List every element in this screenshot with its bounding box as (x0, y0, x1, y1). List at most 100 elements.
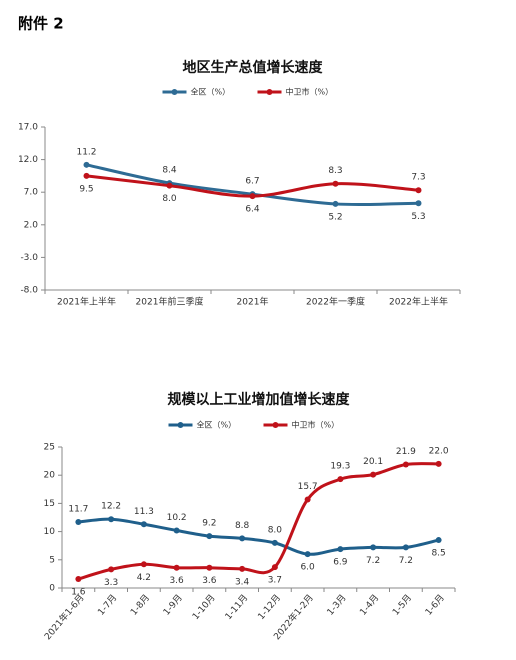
point (332, 180, 339, 187)
value-label: 20.1 (363, 457, 383, 467)
value-label: 6.0 (300, 563, 315, 573)
point (332, 200, 339, 207)
point (166, 182, 173, 189)
x-tick-label: 1-5月 (390, 592, 414, 617)
x-tick-label: 1-10月 (190, 592, 217, 622)
point (75, 575, 82, 582)
point (83, 161, 90, 168)
point (108, 566, 115, 573)
x-tick-label: 1-12月 (256, 592, 283, 622)
value-label: 11.3 (134, 507, 154, 517)
point (337, 476, 344, 483)
point (249, 193, 256, 200)
legend-marker (272, 422, 279, 428)
y-tick-label: 15 (44, 499, 55, 509)
point (75, 519, 82, 526)
chart-title: 地区生产总值增长速度 (183, 59, 324, 76)
point (206, 533, 213, 540)
point (239, 565, 246, 572)
value-label: 10.2 (167, 513, 187, 523)
value-label: 3.6 (169, 576, 184, 586)
y-tick-label: 10 (44, 527, 56, 537)
value-label: 7.3 (411, 173, 425, 183)
legend-marker (266, 89, 273, 95)
value-label: 7.2 (366, 556, 380, 566)
point (435, 537, 442, 544)
point (415, 187, 422, 194)
legend-label: 全区（%） (197, 420, 237, 430)
value-label: 6.9 (333, 558, 348, 568)
point (140, 521, 147, 528)
point (173, 564, 180, 571)
value-label: 8.4 (162, 166, 177, 176)
value-label: 6.7 (245, 177, 259, 187)
value-label: 12.2 (101, 502, 121, 512)
value-label: 15.7 (298, 482, 318, 492)
point (415, 200, 422, 207)
point (140, 561, 147, 568)
x-tick-label: 1-6月 (423, 592, 447, 617)
y-tick-label: 0 (49, 584, 55, 594)
x-tick-label: 1-3月 (325, 592, 349, 617)
x-tick-label: 2021年 (237, 296, 269, 308)
value-label: 8.5 (431, 549, 445, 559)
legend-label: 全区（%） (191, 87, 231, 97)
x-tick-label: 2022年一季度 (306, 296, 365, 308)
value-label: 8.0 (162, 194, 177, 204)
value-label: 11.2 (76, 147, 96, 157)
y-tick-label: 7.0 (24, 188, 39, 198)
value-label: 6.4 (245, 205, 260, 215)
y-tick-label: 5 (49, 555, 55, 565)
value-label: 3.4 (235, 577, 250, 587)
legend-marker (171, 89, 178, 95)
value-label: 3.6 (202, 576, 217, 586)
chart-title: 规模以上工业增加值增长速度 (168, 391, 351, 408)
value-label: 4.2 (137, 573, 151, 583)
y-tick-label: -8.0 (20, 286, 38, 296)
point (83, 172, 90, 179)
x-tick-label: 1-4月 (358, 592, 382, 617)
value-label: 21.9 (396, 447, 416, 457)
page-title: 附件 2 (18, 15, 64, 33)
series-line (78, 517, 439, 556)
point (206, 564, 213, 571)
point (402, 461, 409, 468)
value-label: 9.2 (202, 519, 216, 529)
point (304, 551, 311, 558)
point (271, 564, 278, 571)
x-tick-label: 2022年上半年 (389, 296, 448, 308)
value-label: 22.0 (429, 446, 449, 456)
value-label: 8.3 (328, 166, 342, 176)
legend-label: 中卫市（%） (292, 420, 340, 430)
x-tick-label: 1-11月 (223, 592, 250, 622)
value-label: 5.3 (411, 212, 425, 222)
value-label: 11.7 (68, 505, 88, 515)
value-label: 3.3 (104, 578, 118, 588)
value-label: 8.0 (268, 525, 283, 535)
point (173, 527, 180, 534)
y-tick-label: 20 (44, 471, 56, 481)
point (435, 460, 442, 467)
point (304, 496, 311, 503)
point (108, 516, 115, 523)
y-tick-label: 2.0 (24, 220, 39, 230)
y-tick-label: 25 (44, 443, 55, 453)
x-tick-label: 2021年前三季度 (136, 296, 204, 308)
point (370, 471, 377, 478)
x-tick-label: 1-9月 (161, 592, 185, 617)
value-label: 7.2 (399, 556, 413, 566)
y-tick-label: 17.0 (18, 123, 38, 133)
value-label: 3.7 (268, 576, 282, 586)
y-tick-label: -3.0 (20, 253, 38, 263)
value-label: 19.3 (330, 462, 350, 472)
point (271, 539, 278, 546)
value-label: 1.6 (71, 587, 86, 597)
x-tick-label: 2021年1-6月 (42, 592, 87, 642)
y-tick-label: 12.0 (18, 155, 38, 165)
legend-label: 中卫市（%） (286, 87, 334, 97)
value-label: 5.2 (328, 212, 342, 222)
point (370, 544, 377, 551)
x-tick-label: 1-8月 (128, 592, 152, 617)
point (337, 546, 344, 553)
x-tick-label: 1-7月 (96, 592, 120, 617)
